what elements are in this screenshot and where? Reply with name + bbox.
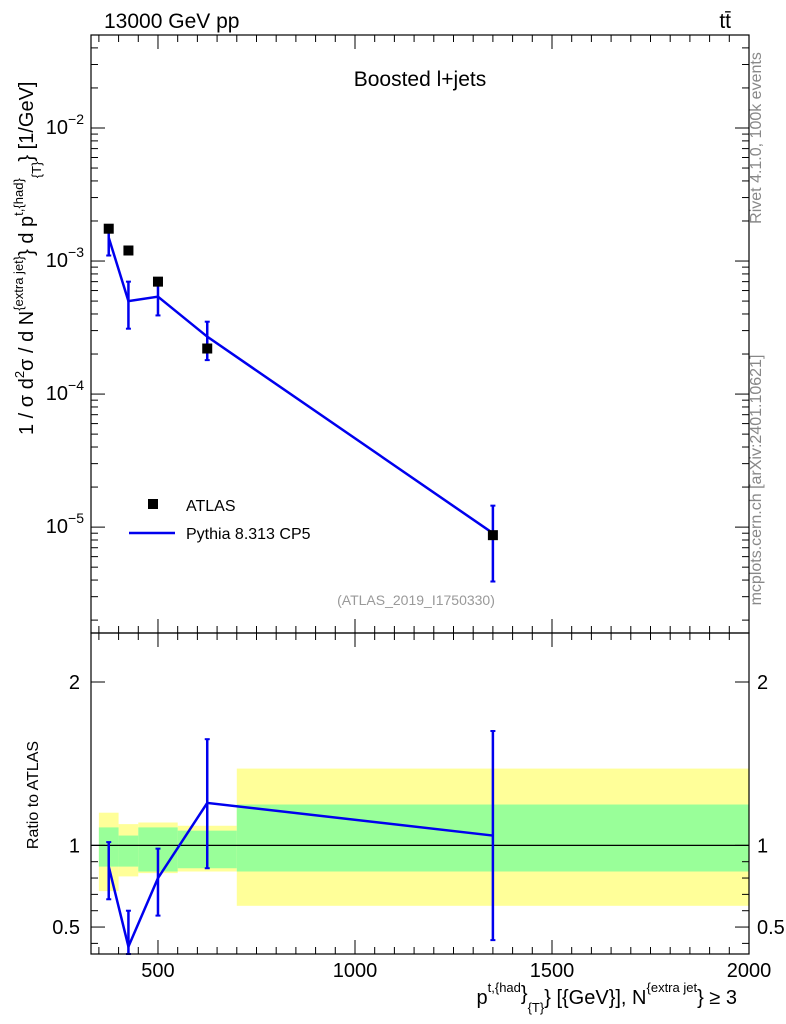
ratio-frame [90, 632, 750, 955]
ratio-ytick-label: 0.5 [52, 917, 80, 939]
ylabel-sub-t: {T} [29, 161, 44, 178]
ratio-series [106, 730, 496, 955]
legend: ATLAS Pythia 8.313 CP5 [129, 498, 311, 543]
main-series [103, 223, 498, 583]
ylabel-mid: σ / d N [16, 311, 38, 371]
ylabel-sup2: 2 [12, 371, 27, 378]
ratio-ticks: 500 1000 1500 2000 0.5 0.5 1 1 2 2 [52, 633, 785, 982]
main-ytick-label: 10−3 [46, 244, 84, 272]
ytick-exponent: −5 [68, 510, 84, 526]
ytick-base: 10 [46, 117, 68, 139]
ratio-xtick-label: 500 [141, 960, 174, 982]
main-ticks: 10−510−410−310−2 [46, 34, 750, 633]
ratio-ytick-label-right: 0.5 [757, 917, 785, 939]
rivet-label: Rivet 4.1.0, 100k events [748, 52, 765, 224]
ytick-base: 10 [46, 250, 68, 272]
xlabel-tail2: } ≥ 3 [697, 987, 737, 1009]
process-label: tt̄ [719, 10, 731, 33]
ylabel-prefix: 1 / σ d [16, 378, 38, 435]
ratio-band-inner [118, 835, 139, 867]
ratio-ytick-label-right: 1 [757, 835, 768, 857]
main-title: Boosted l+jets [354, 68, 487, 91]
ytick-base: 10 [46, 516, 68, 538]
legend-marker-atlas [148, 499, 158, 509]
ylabel-sup-extra: {extra jet} [11, 255, 26, 311]
atlas-marker [487, 530, 498, 541]
ytick-base: 10 [46, 383, 68, 405]
ratio-ylabel: Ratio to ATLAS [25, 741, 42, 849]
source-label: mcplots.cern.ch [arXiv:2401.10621] [748, 355, 765, 606]
pythia-line [107, 237, 494, 535]
atlas-marker [152, 276, 163, 287]
xlabel-sup-had: t,{had [488, 980, 521, 995]
ratio-ytick-label-right: 2 [757, 672, 768, 694]
analysis-id: (ATLAS_2019_I1750330) [337, 592, 495, 608]
xlabel-tail1: } [{GeV}], N [544, 987, 646, 1009]
main-ytick-label: 10−4 [46, 377, 84, 405]
ytick-exponent: −4 [68, 377, 84, 393]
ylabel-tail: } [1/GeV] [16, 82, 38, 162]
ratio-bands [98, 768, 749, 906]
legend-label-pythia: Pythia 8.313 CP5 [186, 526, 311, 543]
main-ytick-label: 10−2 [46, 111, 84, 139]
ytick-exponent: −3 [68, 244, 84, 260]
atlas-marker [123, 245, 134, 256]
ratio-xlabel: pt,{had}{T}} [{GeV}], N{extra jet} ≥ 3 [477, 980, 738, 1015]
xlabel-close1: } [521, 983, 528, 1005]
ratio-xtick-label: 2000 [727, 960, 772, 982]
ratio-panel: 500 1000 1500 2000 0.5 0.5 1 1 2 2 Ratio to ATLAS… [25, 632, 785, 1015]
legend-label-atlas: ATLAS [186, 498, 236, 515]
xlabel-sup-extra: {extra jet [647, 980, 698, 995]
main-ytick-label: 10−5 [46, 510, 84, 538]
ratio-xtick-label: 1000 [333, 960, 378, 982]
ratio-ytick-label: 2 [69, 672, 80, 694]
ratio-xtick-label: 1500 [530, 960, 575, 982]
ytick-exponent: −2 [68, 111, 84, 127]
main-panel: 10−510−410−310−2 Boosted l+jets (ATLAS_2… [11, 34, 750, 634]
main-ylabel: 1 / σ d2σ / d N{extra jet}} d pt,{had}{T… [11, 82, 44, 435]
energy-label: 13000 GeV pp [104, 10, 239, 33]
atlas-marker [202, 343, 213, 354]
ylabel-sup-had: t,{had} [11, 178, 26, 216]
xlabel-sub-t: {T} [528, 1000, 545, 1015]
main-frame [90, 34, 750, 634]
xlabel-p: p [477, 987, 488, 1009]
atlas-marker [103, 223, 114, 234]
ylabel-mid2: } d p [16, 216, 38, 256]
ratio-ytick-label: 1 [69, 835, 80, 857]
